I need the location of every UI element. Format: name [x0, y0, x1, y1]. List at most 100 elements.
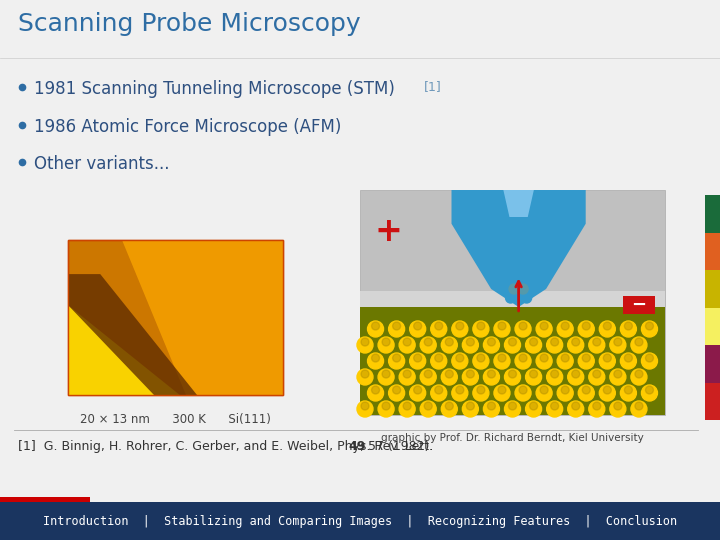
Circle shape: [378, 337, 394, 353]
Circle shape: [508, 402, 516, 410]
Circle shape: [599, 353, 616, 369]
Text: 20 × 13 nm      300 K      Si(111): 20 × 13 nm 300 K Si(111): [80, 413, 271, 426]
Circle shape: [494, 353, 510, 369]
Circle shape: [551, 370, 559, 378]
Circle shape: [572, 402, 580, 410]
Circle shape: [410, 353, 426, 369]
Text: 49: 49: [348, 440, 365, 453]
Circle shape: [498, 354, 506, 362]
Text: +: +: [374, 215, 402, 248]
Circle shape: [642, 353, 657, 369]
Circle shape: [631, 401, 647, 417]
Circle shape: [519, 354, 527, 362]
Circle shape: [410, 321, 426, 337]
Circle shape: [642, 385, 657, 401]
Circle shape: [392, 322, 400, 330]
Circle shape: [635, 338, 643, 346]
Circle shape: [399, 337, 415, 353]
Circle shape: [431, 385, 446, 401]
Bar: [705, 195, 720, 233]
Circle shape: [414, 322, 422, 330]
Circle shape: [561, 354, 570, 362]
Circle shape: [561, 322, 570, 330]
Circle shape: [456, 354, 464, 362]
Circle shape: [435, 354, 443, 362]
Circle shape: [578, 385, 594, 401]
Circle shape: [403, 370, 411, 378]
Circle shape: [624, 386, 632, 394]
Text: [1]  G. Binnig, H. Rohrer, C. Gerber, and E. Weibel, Phys. Rev. Lett.: [1] G. Binnig, H. Rohrer, C. Gerber, and…: [18, 440, 437, 453]
Circle shape: [557, 321, 573, 337]
Circle shape: [494, 385, 510, 401]
Circle shape: [494, 321, 510, 337]
Circle shape: [614, 370, 622, 378]
Circle shape: [445, 370, 454, 378]
Circle shape: [424, 402, 432, 410]
Circle shape: [378, 401, 394, 417]
Circle shape: [526, 369, 541, 385]
Circle shape: [483, 337, 500, 353]
Circle shape: [477, 386, 485, 394]
Circle shape: [508, 370, 516, 378]
Circle shape: [578, 321, 594, 337]
Bar: [705, 307, 720, 345]
Circle shape: [526, 337, 541, 353]
Circle shape: [399, 401, 415, 417]
Circle shape: [452, 353, 468, 369]
Circle shape: [546, 337, 562, 353]
Circle shape: [621, 321, 636, 337]
Circle shape: [645, 322, 654, 330]
Circle shape: [509, 284, 519, 294]
Circle shape: [420, 401, 436, 417]
Circle shape: [642, 321, 657, 337]
Bar: [705, 382, 720, 420]
Circle shape: [519, 386, 527, 394]
Circle shape: [392, 354, 400, 362]
Circle shape: [614, 338, 622, 346]
Circle shape: [540, 386, 548, 394]
Circle shape: [424, 370, 432, 378]
Circle shape: [389, 385, 405, 401]
Bar: [705, 270, 720, 307]
Circle shape: [546, 369, 562, 385]
Bar: [360, 291, 665, 415]
Circle shape: [361, 402, 369, 410]
Circle shape: [572, 338, 580, 346]
Circle shape: [462, 369, 478, 385]
Circle shape: [631, 337, 647, 353]
Circle shape: [599, 321, 616, 337]
Circle shape: [589, 369, 605, 385]
Circle shape: [445, 338, 454, 346]
Circle shape: [414, 386, 422, 394]
Circle shape: [505, 401, 521, 417]
Circle shape: [635, 370, 643, 378]
Circle shape: [477, 354, 485, 362]
Circle shape: [645, 386, 654, 394]
Circle shape: [431, 321, 446, 337]
Circle shape: [498, 386, 506, 394]
Circle shape: [589, 401, 605, 417]
Bar: [623, 296, 655, 314]
Circle shape: [567, 337, 584, 353]
Circle shape: [530, 370, 538, 378]
Circle shape: [367, 321, 384, 337]
Circle shape: [382, 402, 390, 410]
Circle shape: [367, 353, 384, 369]
Circle shape: [621, 353, 636, 369]
Circle shape: [567, 369, 584, 385]
Circle shape: [645, 354, 654, 362]
Circle shape: [483, 369, 500, 385]
Circle shape: [487, 370, 495, 378]
Circle shape: [420, 337, 436, 353]
Circle shape: [505, 293, 516, 303]
Bar: [360, 190, 665, 415]
Circle shape: [467, 338, 474, 346]
Circle shape: [530, 402, 538, 410]
Circle shape: [389, 353, 405, 369]
Circle shape: [441, 337, 457, 353]
Circle shape: [378, 369, 394, 385]
Circle shape: [445, 402, 454, 410]
Circle shape: [593, 402, 600, 410]
Circle shape: [508, 338, 516, 346]
Circle shape: [526, 401, 541, 417]
